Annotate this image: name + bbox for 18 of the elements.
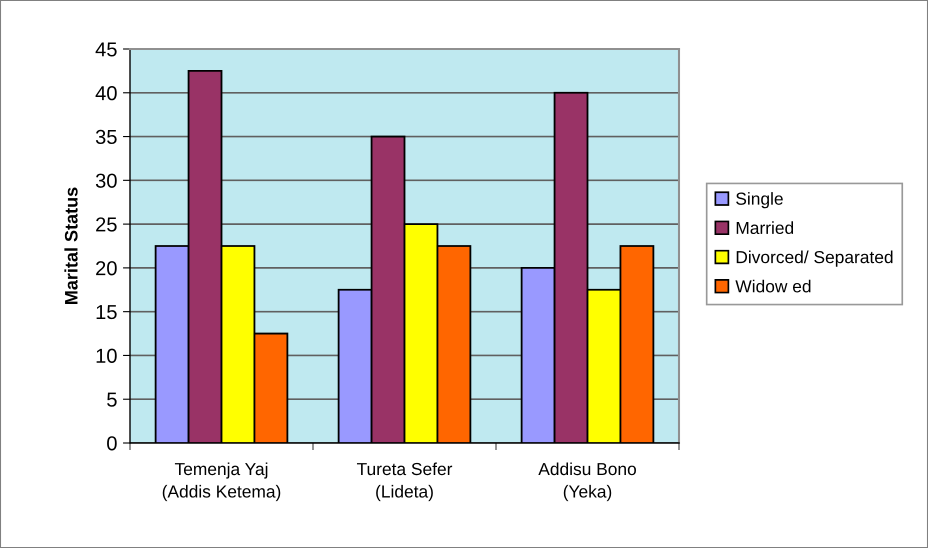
- legend-label: Married: [736, 221, 794, 234]
- y-tick-label: 15: [96, 305, 117, 320]
- y-tick-label: 40: [96, 86, 117, 100]
- y-axis-title: Marital Status: [64, 188, 78, 304]
- y-tick-label: 30: [96, 174, 117, 188]
- x-tick-label: Temenja Yaj (Addis Ketema): [162, 462, 280, 502]
- y-tick-label: 20: [96, 261, 117, 276]
- x-tick-label: Addisu Bono (Yeka): [538, 462, 636, 502]
- legend-label: Divorced/ Separated: [736, 250, 892, 267]
- legend-label: Single: [736, 192, 783, 208]
- y-tick-label: 45: [96, 42, 117, 56]
- y-tick-label: 35: [96, 130, 117, 144]
- legend-label: Widow ed: [735, 280, 810, 292]
- y-tick-label: 10: [96, 348, 117, 363]
- y-tick-label: 0: [107, 436, 117, 450]
- y-tick-label: 25: [96, 217, 117, 232]
- x-tick-label: Tureta Sefer (Lideta): [356, 462, 452, 502]
- y-tick-label: 5: [107, 392, 117, 407]
